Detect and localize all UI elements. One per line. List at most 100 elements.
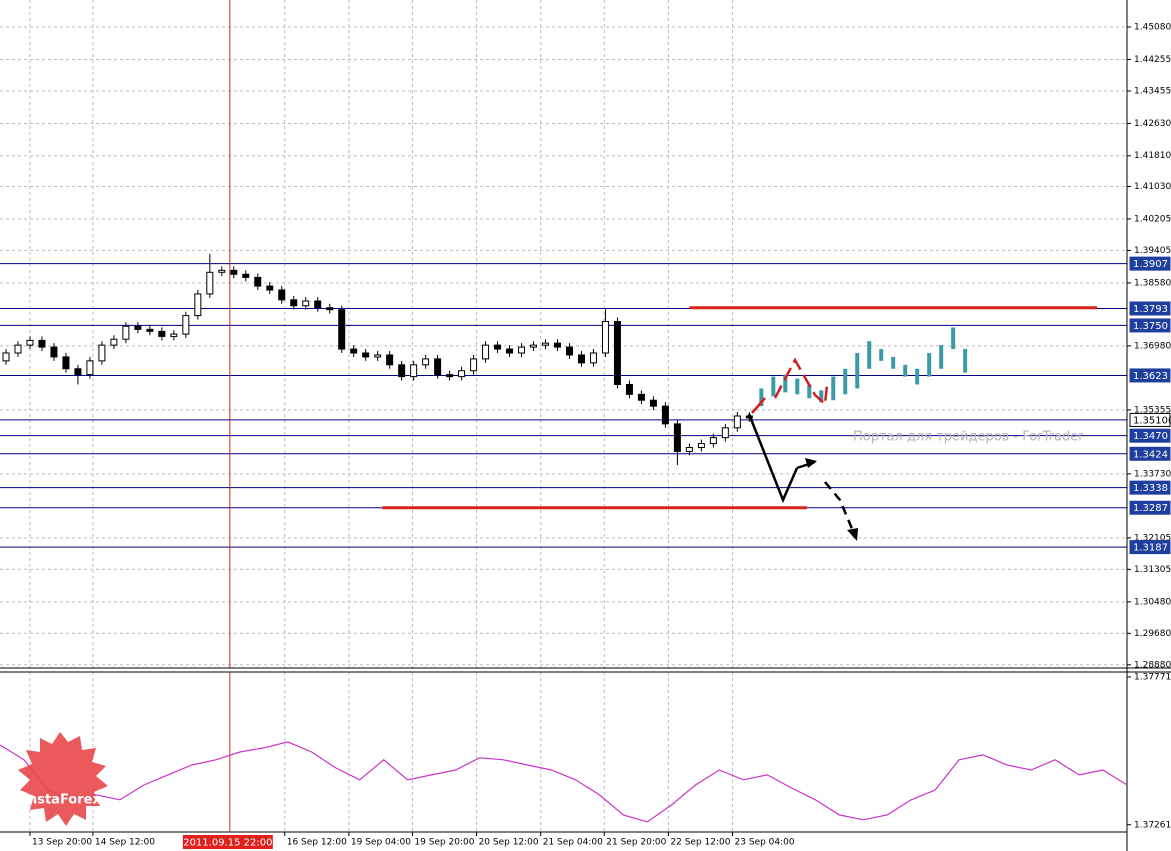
x-tick-label: 19 Sep 04:00 bbox=[351, 838, 411, 848]
grid: 1.45080 1.44255 1.43455 1.42630 1.41810 1.410… bbox=[0, 0, 1171, 832]
candle-body bbox=[649, 399, 657, 407]
candle-body bbox=[302, 300, 310, 307]
forecast-bar bbox=[867, 341, 872, 369]
forecast-bar bbox=[783, 374, 788, 393]
candle-body bbox=[565, 346, 573, 356]
candle-body bbox=[218, 269, 226, 273]
level-box bbox=[1129, 446, 1171, 461]
level-box bbox=[1129, 412, 1171, 427]
level-box bbox=[1129, 368, 1171, 383]
candle-body bbox=[733, 415, 741, 429]
x-tick-label: 21 Sep 20:00 bbox=[606, 838, 666, 848]
level-label: 1.3907 bbox=[1133, 259, 1168, 270]
candle-body bbox=[194, 293, 202, 317]
forecast-bar bbox=[759, 388, 764, 407]
forecast-bar bbox=[855, 352, 860, 389]
y-tick-label: 1.37771 bbox=[1134, 672, 1171, 682]
candle-body bbox=[482, 344, 490, 360]
indicator-line bbox=[0, 741, 1128, 823]
candle-body bbox=[14, 344, 22, 354]
candle-body bbox=[721, 427, 729, 439]
candle-body bbox=[458, 370, 466, 378]
watermark: Портал для трейдеров - ForTrader bbox=[853, 430, 1084, 445]
x-tick-label: 19 Sep 20:00 bbox=[414, 838, 474, 848]
candle-body bbox=[673, 423, 681, 452]
candle-body bbox=[146, 328, 154, 332]
forecast-bar bbox=[879, 349, 884, 361]
y-tick-label: 1.45080 bbox=[1134, 23, 1171, 33]
y-tick-label: 1.33730 bbox=[1134, 469, 1171, 479]
candle-body bbox=[38, 339, 46, 348]
forecast-bar bbox=[831, 376, 836, 401]
x-tick-label: 14 Sep 12:00 bbox=[95, 838, 155, 848]
forecast-bar bbox=[915, 368, 920, 385]
candle-body bbox=[374, 354, 382, 358]
y-tick-label: 1.41030 bbox=[1134, 182, 1171, 192]
level-box bbox=[1129, 256, 1171, 271]
candle-body bbox=[470, 358, 478, 372]
forecast-bar bbox=[819, 390, 824, 403]
candle-body bbox=[434, 358, 442, 376]
candle-body bbox=[134, 325, 142, 330]
candle-body bbox=[2, 352, 10, 362]
forecast-bar bbox=[771, 376, 776, 397]
y-tick-label: 1.42630 bbox=[1134, 119, 1171, 129]
indicator-panel: 1.37771 1.37261 bbox=[0, 672, 1171, 832]
x-tick-label: 13 Sep 20:00 bbox=[32, 838, 92, 848]
candle-body bbox=[398, 364, 406, 378]
y-tick-label: 1.36980 bbox=[1134, 341, 1171, 351]
y-tick-label: 1.38580 bbox=[1134, 278, 1171, 288]
y-tick-label: 1.32105 bbox=[1134, 533, 1171, 543]
arrow bbox=[824, 481, 857, 537]
candle-body bbox=[278, 289, 286, 301]
x-axis: 13 Sep 20:00 14 Sep 12:00 16 Sep 12:00 19 S… bbox=[29, 832, 795, 849]
level-label: 1.3187 bbox=[1133, 543, 1168, 554]
crosshair-label: 2011.09.15 22:00 bbox=[183, 838, 272, 849]
level-label: 1.3470 bbox=[1133, 431, 1168, 442]
y-tick-label: 1.31305 bbox=[1134, 565, 1171, 575]
logo-badge bbox=[18, 732, 108, 826]
candle-body bbox=[709, 437, 717, 445]
candle-body bbox=[494, 344, 502, 350]
candle-body bbox=[577, 354, 585, 364]
level-label: 1.3623 bbox=[1133, 371, 1168, 382]
level-label: 1.3338 bbox=[1133, 483, 1168, 494]
candle-body bbox=[98, 344, 106, 362]
candle-body bbox=[554, 342, 562, 348]
candle-body bbox=[589, 352, 597, 364]
level-box bbox=[1129, 318, 1171, 333]
level-label: 1.3424 bbox=[1133, 449, 1168, 460]
candle-body bbox=[182, 315, 190, 335]
y-tick-label: 1.43455 bbox=[1134, 86, 1171, 96]
arrow-head bbox=[847, 528, 858, 541]
candle-body bbox=[230, 269, 238, 275]
candle-body bbox=[338, 309, 346, 350]
path-sketch bbox=[751, 397, 766, 414]
x-tick-label: 22 Sep 12:00 bbox=[670, 838, 730, 848]
logo: InstaForex bbox=[18, 732, 108, 826]
y-tick-label: 1.44255 bbox=[1134, 55, 1171, 65]
forecast-bar bbox=[903, 364, 908, 377]
candle-body bbox=[50, 346, 58, 358]
candle-body bbox=[26, 339, 34, 346]
candle-body bbox=[661, 405, 669, 425]
candle-body bbox=[506, 348, 514, 354]
forecast-bar bbox=[843, 368, 848, 395]
logo-text: InstaForex bbox=[23, 793, 101, 808]
candle-body bbox=[518, 346, 526, 354]
arrow bbox=[747, 413, 799, 504]
forecast-bar bbox=[807, 384, 812, 399]
candle-body bbox=[530, 344, 538, 348]
level-label: 1.35100 bbox=[1133, 415, 1171, 426]
candle-body bbox=[685, 446, 693, 452]
plot-area: Портал для трейдеров - ForTrader bbox=[2, 0, 1098, 668]
x-tick-label: 23 Sep 04:00 bbox=[735, 838, 795, 848]
candle-body bbox=[314, 300, 322, 309]
y-tick-label: 1.39405 bbox=[1134, 246, 1171, 256]
candle-body bbox=[242, 273, 250, 278]
crosshair-box bbox=[182, 835, 273, 849]
candle-body bbox=[422, 358, 430, 366]
candle-body bbox=[410, 364, 418, 378]
y-tick-label: 1.40205 bbox=[1134, 214, 1171, 224]
level-box bbox=[1129, 480, 1171, 495]
